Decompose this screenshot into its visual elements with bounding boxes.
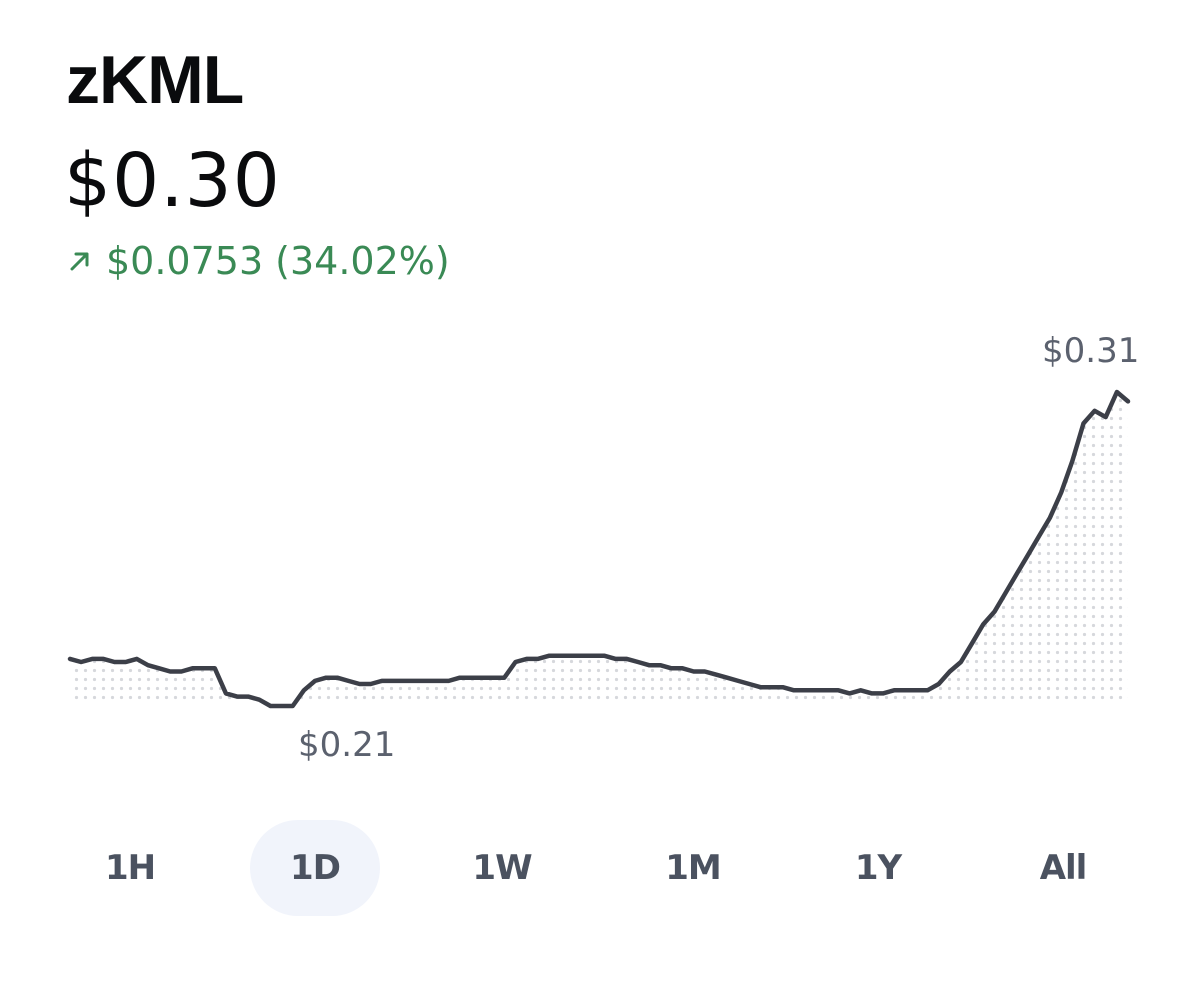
chart-high-label: $0.31 <box>1042 331 1140 371</box>
price-change: $0.0753 (34.02%) <box>66 242 450 280</box>
tab-all[interactable]: All <box>1039 848 1088 888</box>
chart-area-fill <box>70 392 1128 706</box>
tab-1m[interactable]: 1M <box>665 848 722 888</box>
tab-1h[interactable]: 1H <box>104 848 156 888</box>
tab-1w[interactable]: 1W <box>472 848 532 888</box>
current-price: $0.30 <box>64 138 281 224</box>
tab-1d[interactable]: 1D <box>250 820 380 916</box>
chart-series-line <box>67 389 1131 709</box>
change-percent: (34.02%) <box>275 239 450 283</box>
chart-low-label: $0.21 <box>298 725 396 765</box>
arrow-up-right-icon <box>66 247 94 275</box>
tab-1y[interactable]: 1Y <box>854 848 902 888</box>
time-range-tabs: 1H 1D 1W 1M 1Y All <box>0 820 1200 916</box>
change-amount: $0.0753 <box>106 239 264 283</box>
asset-name: zKML <box>66 42 244 118</box>
